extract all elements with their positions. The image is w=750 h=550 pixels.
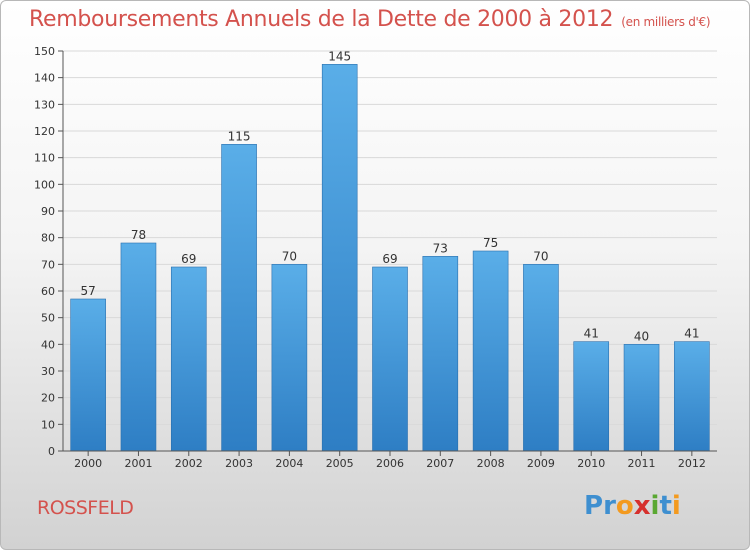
bars: 57 78 69 115 70 145 69 73 75 70 41 40 41 bbox=[70, 49, 710, 452]
x-tick-label: 2009 bbox=[527, 457, 555, 470]
data-label: 69 bbox=[181, 252, 196, 266]
bar-2007[interactable] bbox=[422, 256, 459, 452]
bar-2000[interactable] bbox=[70, 298, 106, 452]
y-tick-label: 40 bbox=[41, 338, 55, 351]
logo-letter: P bbox=[584, 491, 604, 521]
chart-title-text: Remboursements Annuels de la Dette de 20… bbox=[29, 7, 614, 32]
x-tick-label: 2005 bbox=[326, 457, 354, 470]
x-tick-label: 2011 bbox=[628, 457, 656, 470]
logo-letter: i bbox=[671, 491, 681, 521]
y-tick-label: 110 bbox=[34, 152, 55, 165]
y-tick-label: 10 bbox=[41, 418, 55, 431]
commune-name: ROSSFELD bbox=[37, 497, 134, 519]
x-tick-label: 2002 bbox=[175, 457, 203, 470]
bar-2008[interactable] bbox=[472, 250, 509, 452]
proxiti-logo[interactable]: Proxiti bbox=[584, 491, 681, 521]
logo-letter: t bbox=[659, 491, 672, 521]
data-label: 70 bbox=[533, 249, 548, 263]
data-label: 57 bbox=[81, 284, 96, 298]
x-tick-label: 2010 bbox=[577, 457, 605, 470]
logo-letter: o bbox=[615, 491, 634, 521]
bar-2006[interactable] bbox=[372, 266, 408, 452]
bar-2004[interactable] bbox=[271, 264, 308, 452]
data-label: 70 bbox=[282, 249, 297, 263]
data-label: 41 bbox=[584, 327, 599, 341]
y-axis: 0 10 20 30 40 50 60 70 80 90 100 110 120 130 140 150 bbox=[34, 45, 64, 458]
bar-2011[interactable] bbox=[623, 344, 660, 452]
data-label: 73 bbox=[433, 241, 448, 255]
bar-2010[interactable] bbox=[573, 341, 610, 452]
x-tick-label: 2000 bbox=[74, 457, 102, 470]
y-tick-label: 140 bbox=[34, 72, 55, 85]
x-tick-label: 2001 bbox=[124, 457, 152, 470]
x-tick-label: 2004 bbox=[275, 457, 303, 470]
x-axis: 2000 2001 2002 2003 2004 2005 2006 2007 2008 2009… bbox=[63, 450, 717, 470]
bar-2002[interactable] bbox=[170, 266, 207, 452]
x-tick-label: 2012 bbox=[678, 457, 706, 470]
y-tick-label: 120 bbox=[34, 125, 55, 138]
bar-2009[interactable] bbox=[523, 264, 559, 452]
bar-2005[interactable] bbox=[321, 64, 358, 452]
data-label: 40 bbox=[634, 329, 649, 343]
y-tick-label: 70 bbox=[41, 258, 55, 271]
logo-letter: i bbox=[650, 491, 660, 521]
x-tick-label: 2008 bbox=[477, 457, 505, 470]
x-tick-label: 2003 bbox=[225, 457, 253, 470]
x-tick-label: 2006 bbox=[376, 457, 404, 470]
y-tick-label: 30 bbox=[41, 365, 55, 378]
data-label: 145 bbox=[328, 49, 351, 63]
data-label: 75 bbox=[483, 236, 498, 250]
y-tick-label: 90 bbox=[41, 205, 55, 218]
bar-2001[interactable] bbox=[120, 242, 157, 452]
logo-letter: x bbox=[633, 491, 651, 521]
data-label: 115 bbox=[228, 129, 251, 143]
chart-title: Remboursements Annuels de la Dette de 20… bbox=[29, 7, 711, 32]
data-label: 69 bbox=[382, 252, 397, 266]
y-tick-label: 130 bbox=[34, 98, 55, 111]
bar-2012[interactable] bbox=[674, 341, 710, 452]
y-tick-label: 150 bbox=[34, 45, 55, 58]
y-tick-label: 20 bbox=[41, 392, 55, 405]
data-label: 78 bbox=[131, 228, 146, 242]
logo-letter: r bbox=[603, 491, 616, 521]
y-tick-label: 80 bbox=[41, 232, 55, 245]
y-tick-label: 50 bbox=[41, 312, 55, 325]
bar-2003[interactable] bbox=[221, 144, 257, 452]
y-tick-label: 60 bbox=[41, 285, 55, 298]
y-tick-label: 0 bbox=[48, 445, 55, 458]
data-label: 41 bbox=[684, 327, 699, 341]
chart-unit: (en milliers d'€) bbox=[621, 15, 711, 29]
y-tick-label: 100 bbox=[34, 178, 55, 191]
x-tick-label: 2007 bbox=[426, 457, 454, 470]
